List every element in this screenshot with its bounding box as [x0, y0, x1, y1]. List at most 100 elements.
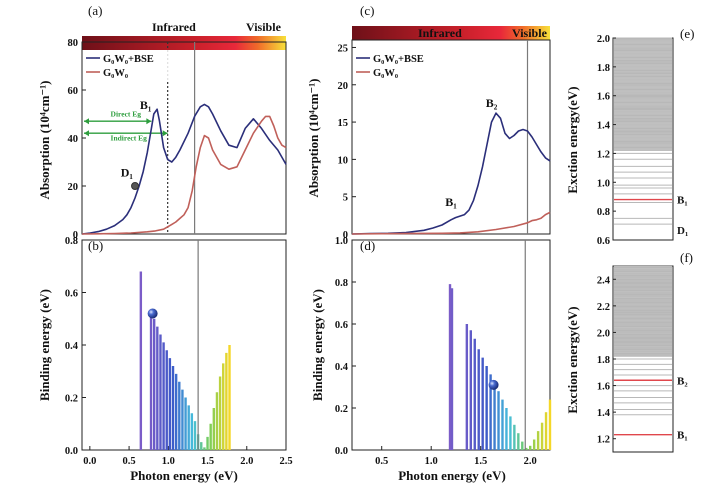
- x-tick-label: 0.5: [123, 456, 136, 467]
- y-tick-label: 0.4: [335, 362, 349, 373]
- y-tick-label: 0.2: [65, 394, 78, 405]
- bars-b: [139, 271, 231, 450]
- series-lines-c: [351, 112, 551, 235]
- y-tick-label: 10: [338, 155, 349, 166]
- y-axis-label-c: Absorption (10⁴cm⁻¹): [306, 78, 321, 197]
- y-tick-label: 0: [73, 230, 78, 241]
- x-tick-label: 0.0: [83, 456, 96, 467]
- y-tick-label: 1.2: [597, 435, 610, 446]
- panel-label-b: (b): [88, 238, 103, 253]
- band-label-infrared-c: Infrared: [418, 26, 462, 40]
- markers-d: [488, 379, 499, 390]
- y-tick-label: 0.6: [335, 320, 348, 331]
- spectrum-band-a: [82, 36, 286, 50]
- y-tick-label: 0.0: [65, 446, 78, 457]
- legend-label-bse-c: G₀W₀+BSE: [373, 54, 424, 65]
- legend-box-a: [84, 50, 172, 82]
- legend-label-bse-a: G₀W₀+BSE: [103, 54, 154, 65]
- exciton-levels-e: [614, 37, 672, 225]
- panel-label-e: (e): [680, 26, 694, 41]
- y-tick-label: 0.8: [65, 236, 78, 247]
- x-tick-label: 1.5: [201, 456, 214, 467]
- x-axis-label-d: Photon energy (eV): [398, 468, 506, 483]
- series-line-g0w0: [81, 115, 287, 235]
- y-tick-label: 1.6: [597, 92, 610, 103]
- band-label-visible-c: Visible: [512, 26, 548, 40]
- x-tick-label: 1.0: [425, 456, 438, 467]
- y-axis-label-d: Binding energy (eV): [310, 289, 325, 401]
- gap-arrows-a: [84, 118, 168, 137]
- x-tick-label: 2.0: [240, 456, 253, 467]
- legend-label-g0w0-c: G₀W₀: [373, 68, 398, 79]
- exciton-sphere-marker: [147, 308, 158, 319]
- y-tick-label: 1.2: [597, 149, 610, 160]
- y-tick-label: 0.4: [65, 341, 79, 352]
- gap-arrow-head-right: [146, 118, 152, 125]
- panel-label-c: (c): [360, 3, 374, 18]
- panel-label-d: (d): [360, 238, 375, 253]
- gap-arrow-head-left: [84, 130, 89, 137]
- y-tick-label: 0.2: [335, 404, 348, 415]
- y-tick-label: 0.6: [65, 289, 78, 300]
- data-point-marker: [131, 182, 140, 190]
- y-tick-label: 1.8: [597, 355, 610, 366]
- plot-frame-b: [81, 239, 287, 451]
- y-tick-label: 1.6: [597, 382, 610, 393]
- gap-label: Indirect Eg: [111, 133, 148, 142]
- y-axis-label-a: Absorption (10⁴cm⁻¹): [37, 80, 52, 199]
- gap-arrow-head-left: [84, 118, 89, 125]
- y-tick-label: 0.8: [597, 207, 610, 218]
- y-tick-label: 20: [338, 81, 349, 92]
- y-tick-label: 1.0: [335, 236, 348, 247]
- series-line-bse: [351, 112, 551, 235]
- series-line-g0w0: [351, 211, 551, 235]
- gap-label: Direct Eg: [111, 109, 142, 118]
- band-label-visible-a: Visible: [246, 20, 282, 34]
- y-axis-label-e: Exction energy(eV): [565, 86, 580, 193]
- y-tick-label: 15: [338, 118, 349, 129]
- y-tick-label: 0: [343, 230, 348, 241]
- y-axis-label-f: Exction energy(eV): [565, 306, 580, 413]
- y-tick-label: 60: [68, 86, 79, 97]
- y-tick-label: 5: [343, 193, 348, 204]
- y-tick-label: 1.0: [597, 178, 610, 189]
- y-tick-label: 20: [68, 182, 79, 193]
- y-axis-ticks-f: 1.2 1.4 1.6 1.8 2.0 2.2 2.4: [597, 275, 616, 446]
- peak-label: B₂: [486, 96, 498, 110]
- exciton-levels-f: [614, 265, 672, 436]
- y-tick-label: 80: [68, 38, 79, 49]
- y-tick-label: 0.0: [335, 446, 348, 457]
- x-tick-label: 1.5: [474, 456, 487, 467]
- level-label: B₁: [677, 430, 688, 442]
- spectrum-band-c: [352, 26, 550, 40]
- panel-e: (e) 0.6 0.8 1.0 1.2 1.4 1.6 1.8 2.0 B₁ D₁ Exctio…: [565, 26, 694, 247]
- y-tick-label: 2.0: [597, 328, 610, 339]
- level-label: B₁: [677, 195, 688, 207]
- annotations-c: B₁ B₂: [445, 96, 498, 209]
- y-tick-label: 40: [68, 134, 79, 145]
- y-tick-label: 1.4: [597, 408, 611, 419]
- legend-label-g0w0-a: G₀W₀: [103, 68, 128, 79]
- panel-f: (f) 1.2 1.4 1.6 1.8 2.0 2.2 2.4 B₂ B₁ Exction e…: [565, 250, 693, 453]
- level-labels-e: B₁ D₁: [677, 195, 688, 238]
- legend-box-c: [354, 50, 442, 82]
- band-label-infrared-a: Infrared: [152, 20, 196, 34]
- peak-label: B₁: [445, 195, 457, 209]
- axis-ticks-b: 0.0 0.2 0.4 0.6 0.8 0.0 0.5 1.0 1.5 2.0 2.5: [65, 236, 293, 467]
- y-tick-label: 0.8: [335, 278, 348, 289]
- x-tick-label: 2.5: [279, 456, 292, 467]
- peak-label: B₁: [140, 98, 152, 112]
- y-tick-label: 25: [338, 43, 349, 54]
- panel-c: (c) Infrared Visible 0 5 10 15 20 25 B₁ B₂ G₀W…: [306, 3, 551, 241]
- legend-a: G₀W₀+BSE G₀W₀: [84, 50, 172, 82]
- y-axis-ticks-e: 0.6 0.8 1.0 1.2 1.4 1.6 1.8 2.0: [597, 34, 616, 247]
- panel-label-a: (a): [88, 3, 102, 18]
- annotations-a: B₁ D₁ Direct Eg Indirect Eg: [111, 98, 152, 179]
- axis-ticks-d: 0.0 0.2 0.4 0.6 0.8 1.0 0.5 1.0 1.5 2.0: [335, 236, 537, 467]
- level-labels-f: B₂ B₁: [677, 375, 688, 441]
- y-tick-label: 2.2: [597, 302, 610, 313]
- bars-d: [448, 284, 552, 450]
- series-line-bse: [81, 103, 287, 235]
- y-axis-ticks-a: 0 20 40 60 80: [68, 38, 86, 241]
- x-tick-label: 1.0: [162, 456, 175, 467]
